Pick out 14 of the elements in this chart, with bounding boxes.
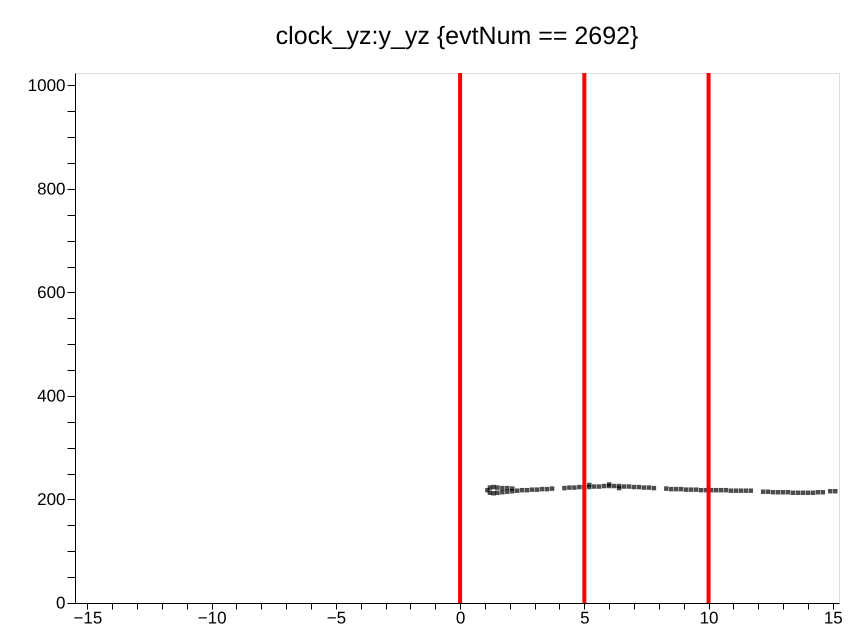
x-tick-label: 5 xyxy=(580,608,590,628)
x-tick-label: 10 xyxy=(700,608,719,628)
x-tick-label: 0 xyxy=(456,608,466,628)
y-tick-label: 0 xyxy=(56,594,66,612)
y-tick-label: 800 xyxy=(37,179,66,198)
x-tick-label: 15 xyxy=(824,608,843,628)
y-tick-label: 600 xyxy=(37,282,66,302)
x-tick-label: −5 xyxy=(326,608,346,628)
y-tick-label: 200 xyxy=(37,490,66,509)
y-tick-label: 400 xyxy=(37,386,66,406)
chart-title: clock_yz:y_yz {evtNum == 2692} xyxy=(276,22,638,50)
x-tick-label: −15 xyxy=(74,608,102,628)
x-tick-label: −10 xyxy=(198,608,227,628)
y-tick-label: 1000 xyxy=(28,76,66,95)
